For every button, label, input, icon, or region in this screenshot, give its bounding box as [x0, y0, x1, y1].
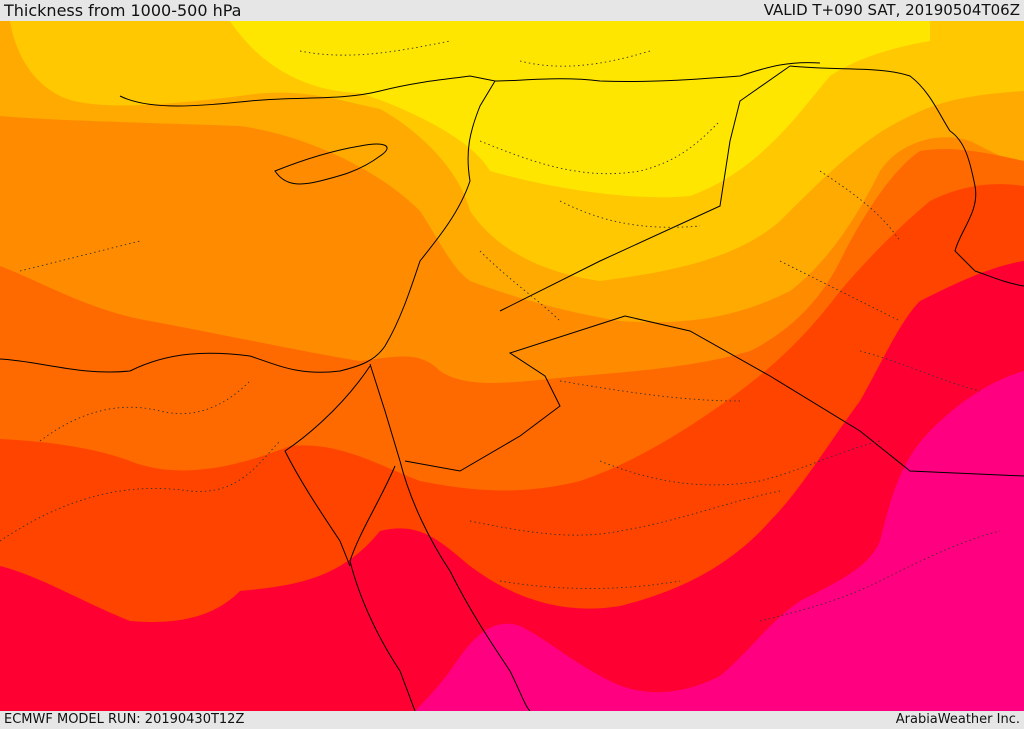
cyprus-coast	[274, 143, 388, 185]
country-borders	[0, 62, 1024, 711]
coastline-red-sea-east	[399, 460, 531, 711]
thickness-map	[0, 21, 1024, 711]
coastline-gulf-of-suez	[284, 365, 371, 567]
border-iraq-saudi	[624, 315, 1024, 477]
map-title: Thickness from 1000-500 hPa	[4, 1, 242, 20]
border-iraq-iran	[789, 65, 977, 272]
border-syria-iraq	[499, 65, 791, 312]
valid-time-label: VALID T+090 SAT, 20190504T06Z	[763, 1, 1020, 19]
coastline-gulf	[974, 270, 1024, 287]
model-run-label: ECMWF MODEL RUN: 20190430T12Z	[4, 712, 245, 727]
border-egypt-israel	[369, 363, 401, 462]
credit-label: ArabiaWeather Inc.	[895, 712, 1020, 727]
coastline-mediterranean-south	[0, 80, 496, 373]
footer-bar: ECMWF MODEL RUN: 20190430T12Z ArabiaWeat…	[0, 711, 1024, 729]
coastline-turkey	[119, 62, 821, 107]
province-borders	[0, 40, 1001, 622]
band-red	[0, 261, 1024, 711]
border-jordan	[404, 315, 626, 472]
band-magenta	[415, 371, 1024, 711]
header-bar: Thickness from 1000-500 hPa VALID T+090 …	[0, 0, 1024, 21]
coastline-red-sea-west	[349, 465, 416, 711]
